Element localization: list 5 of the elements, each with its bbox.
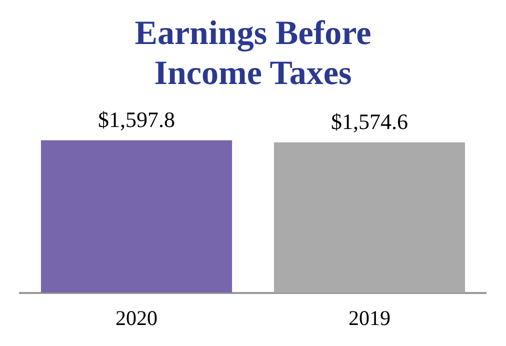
x-tick-label: 2019 <box>348 306 390 330</box>
data-label: $1,574.6 <box>331 109 408 134</box>
data-label: $1,597.8 <box>98 106 175 132</box>
chart-title: Earnings Before Income Taxes <box>134 14 372 94</box>
x-tick-label: 2020 <box>116 306 158 330</box>
